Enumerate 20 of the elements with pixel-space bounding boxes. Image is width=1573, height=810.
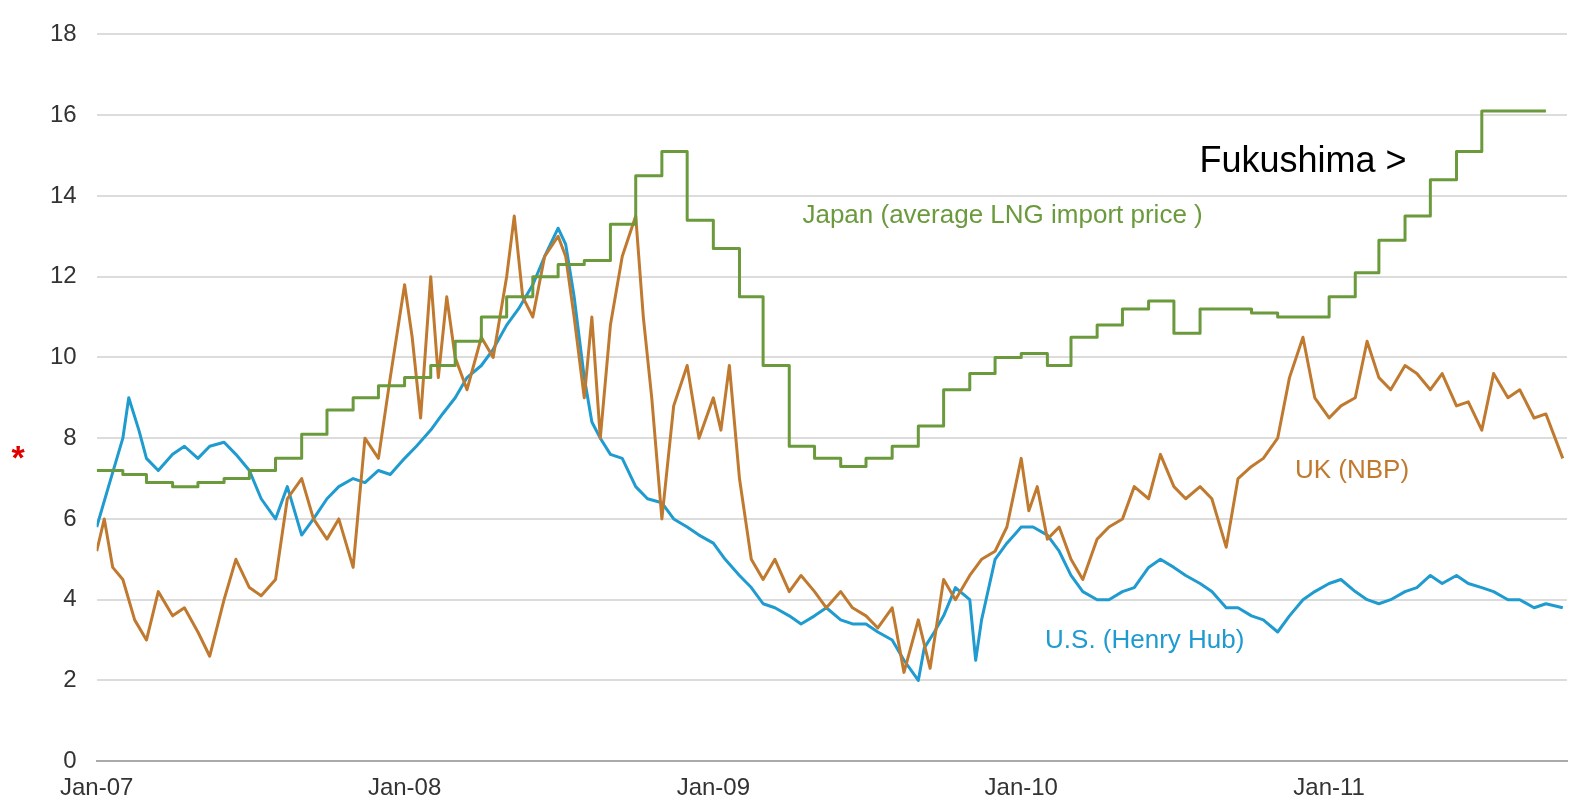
y-tick-label: 2 — [63, 665, 77, 693]
series-label: UK (NBP) — [1294, 453, 1410, 484]
x-tick-label: Jan-11 — [1293, 773, 1365, 801]
y-tick-label: 12 — [49, 261, 77, 289]
x-tick-label: Jan-07 — [60, 773, 134, 801]
y-tick-label: 14 — [49, 180, 77, 208]
text: * — [11, 437, 26, 476]
y-tick-label: 18 — [49, 19, 77, 47]
y-tick-label: 8 — [63, 422, 77, 450]
x-tick-label: Jan-08 — [367, 773, 442, 801]
y-tick-label: 16 — [49, 99, 77, 127]
y-tick-label: 4 — [63, 584, 77, 612]
x-tick-label: Jan-10 — [984, 773, 1058, 801]
annotation: Fukushima > — [1199, 138, 1407, 180]
y-tick-label: 0 — [63, 745, 77, 773]
y-tick-label: 6 — [63, 503, 77, 531]
text: Japan (average LNG import price ) — [802, 199, 1203, 230]
series-label: U.S. (Henry Hub) — [1045, 624, 1245, 655]
y-tick-label: 10 — [49, 342, 77, 370]
x-tick-label: Jan-09 — [676, 773, 751, 801]
